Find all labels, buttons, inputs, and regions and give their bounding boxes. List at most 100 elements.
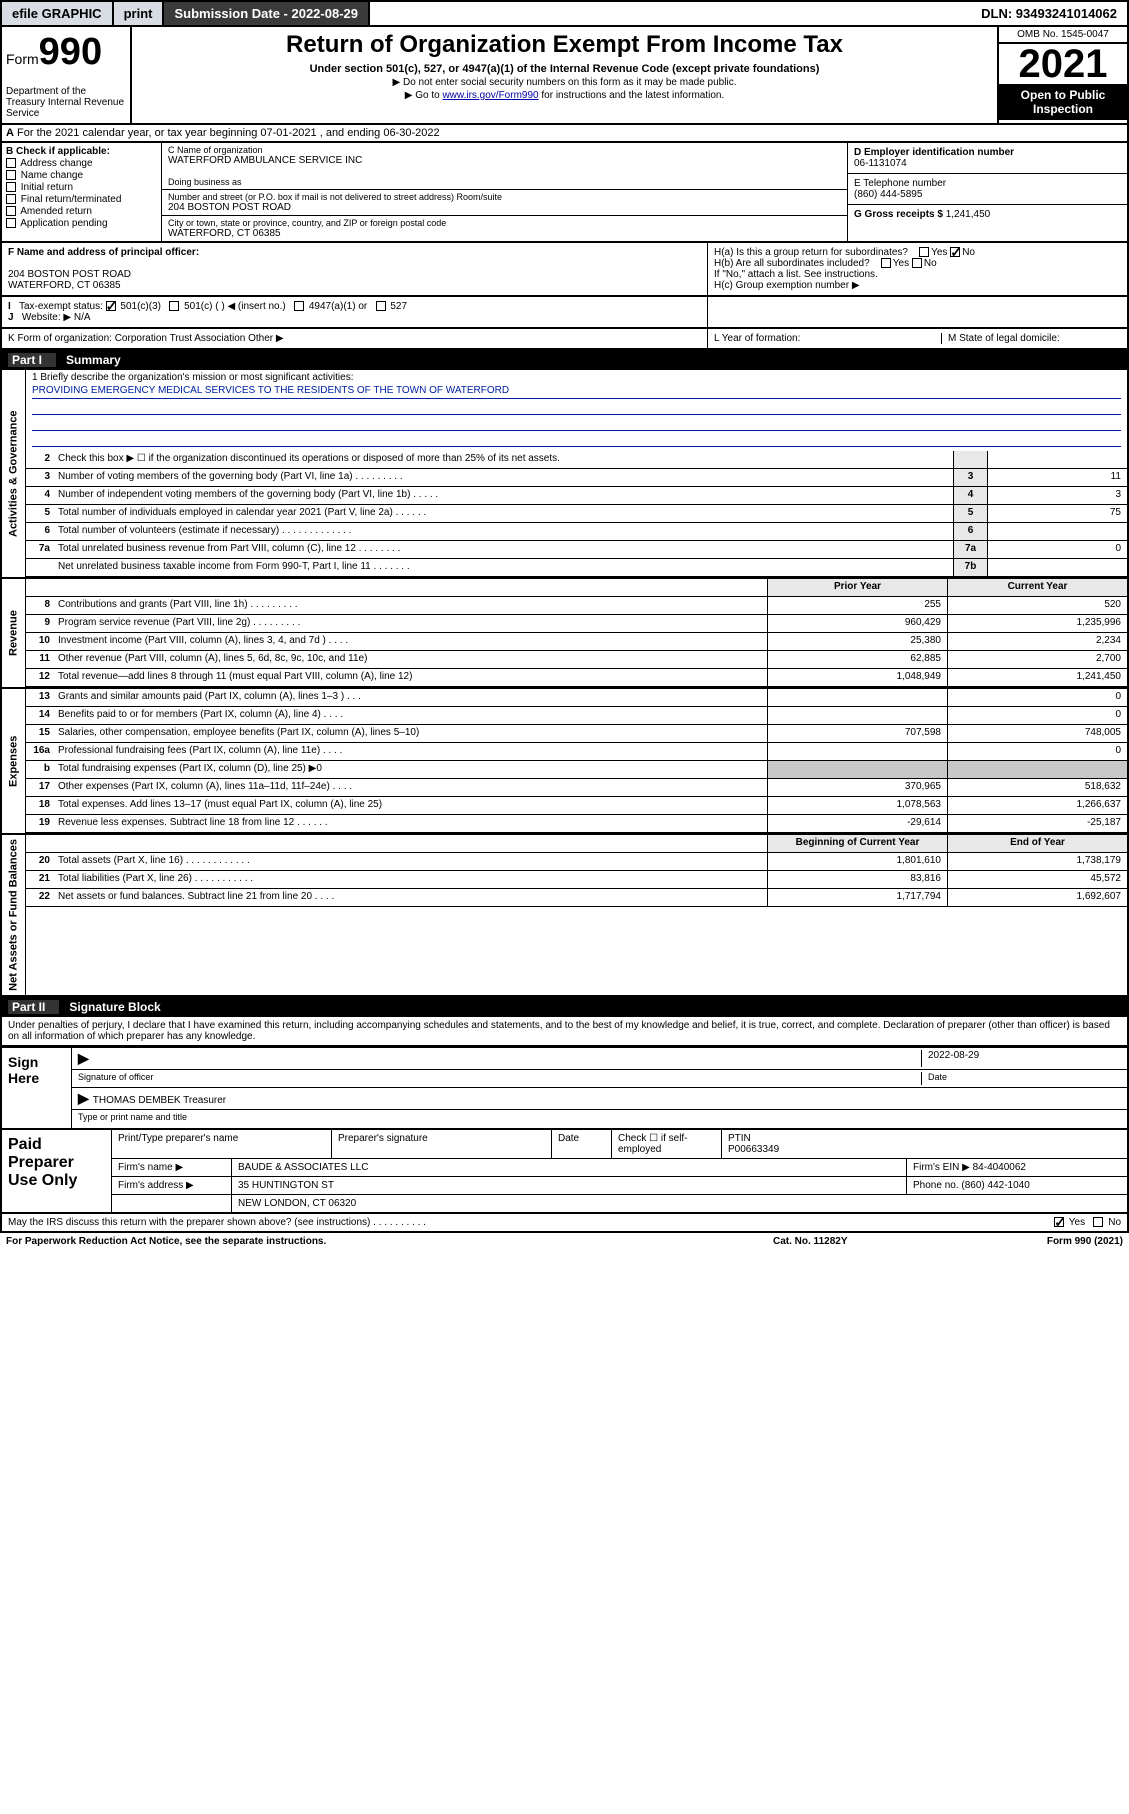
vlabel-revenue: Revenue — [2, 579, 26, 687]
print-button[interactable]: print — [114, 2, 165, 25]
vlabel-net-assets: Net Assets or Fund Balances — [2, 835, 26, 995]
sign-here-block: Sign Here ▶ 2022-08-29 Signature of offi… — [0, 1047, 1129, 1130]
hc-label: H(c) Group exemption number ▶ — [714, 280, 1121, 291]
data-line: 22Net assets or fund balances. Subtract … — [26, 889, 1127, 907]
form-header: Form990 Department of the Treasury Inter… — [0, 27, 1129, 125]
col-c-org-info: C Name of organization WATERFORD AMBULAN… — [162, 143, 847, 241]
data-line: 10Investment income (Part VIII, column (… — [26, 633, 1127, 651]
ein-value: 06-1131074 — [854, 158, 907, 169]
prep-h2: Preparer's signature — [332, 1130, 552, 1158]
paid-preparer-label: Paid Preparer Use Only — [2, 1130, 112, 1212]
officer-name: THOMAS DEMBEK Treasurer — [93, 1095, 226, 1106]
hb-label: H(b) Are all subordinates included? — [714, 258, 870, 269]
prep-h1: Print/Type preparer's name — [112, 1130, 332, 1158]
gov-line: 6Total number of volunteers (estimate if… — [26, 523, 1127, 541]
data-line: bTotal fundraising expenses (Part IX, co… — [26, 761, 1127, 779]
section-expenses: Expenses 13Grants and similar amounts pa… — [0, 689, 1129, 835]
city-label: City or town, state or province, country… — [168, 218, 841, 228]
org-street: 204 BOSTON POST ROAD — [168, 202, 841, 213]
state-domicile: M State of legal domicile: — [941, 333, 1121, 344]
form-footer: Form 990 (2021) — [973, 1236, 1123, 1247]
year-formation: L Year of formation: — [714, 333, 941, 344]
data-line: 14Benefits paid to or for members (Part … — [26, 707, 1127, 725]
data-line: 20Total assets (Part X, line 16) . . . .… — [26, 853, 1127, 871]
block-bcde: B Check if applicable: Address change Na… — [0, 143, 1129, 243]
gov-line: 4Number of independent voting members of… — [26, 487, 1127, 505]
row-a-tax-year: A For the 2021 calendar year, or tax yea… — [0, 125, 1129, 143]
officer-label: F Name and address of principal officer: — [8, 247, 199, 258]
row-klm: K Form of organization: Corporation Trus… — [0, 329, 1129, 350]
net-col-header: Beginning of Current Year End of Year — [26, 835, 1127, 853]
prep-h3: Date — [552, 1130, 612, 1158]
data-line: 13Grants and similar amounts paid (Part … — [26, 689, 1127, 707]
ptin-value: P00663349 — [728, 1144, 779, 1155]
data-line: 19Revenue less expenses. Subtract line 1… — [26, 815, 1127, 833]
data-line: 15Salaries, other compensation, employee… — [26, 725, 1127, 743]
cat-no: Cat. No. 11282Y — [773, 1236, 973, 1247]
efile-button[interactable]: efile GRAPHIC — [2, 2, 114, 25]
open-inspection: Open to Public Inspection — [999, 84, 1127, 120]
sign-date: 2022-08-29 — [921, 1050, 1121, 1067]
col-de: D Employer identification number 06-1131… — [847, 143, 1127, 241]
sign-here-label: Sign Here — [2, 1048, 72, 1128]
ha-label: H(a) Is this a group return for subordin… — [714, 247, 908, 258]
form-note-1: ▶ Do not enter social security numbers o… — [140, 77, 989, 88]
gross-value: 1,241,450 — [946, 209, 991, 220]
form-of-org: K Form of organization: Corporation Trus… — [2, 329, 707, 348]
gov-line: 7aTotal unrelated business revenue from … — [26, 541, 1127, 559]
tel-value: (860) 444-5895 — [854, 189, 922, 200]
officer-addr2: WATERFORD, CT 06385 — [8, 280, 121, 291]
irs-link[interactable]: www.irs.gov/Form990 — [442, 90, 538, 101]
submission-date: Submission Date - 2022-08-29 — [164, 2, 370, 25]
vlabel-governance: Activities & Governance — [2, 370, 26, 577]
org-name-label: C Name of organization — [168, 145, 841, 155]
data-line: 18Total expenses. Add lines 13–17 (must … — [26, 797, 1127, 815]
section-net-assets: Net Assets or Fund Balances Beginning of… — [0, 835, 1129, 997]
data-line: 21Total liabilities (Part X, line 26) . … — [26, 871, 1127, 889]
dln: DLN: 93493241014062 — [971, 2, 1127, 25]
topbar: efile GRAPHIC print Submission Date - 20… — [0, 0, 1129, 27]
website: Website: ▶ N/A — [22, 312, 91, 323]
data-line: 16aProfessional fundraising fees (Part I… — [26, 743, 1127, 761]
firm-name-label: Firm's name ▶ — [112, 1159, 232, 1176]
section-revenue: Revenue Prior Year Current Year 8Contrib… — [0, 579, 1129, 689]
sig-officer-label: Signature of officer — [78, 1072, 921, 1085]
org-city: WATERFORD, CT 06385 — [168, 228, 841, 239]
tax-year: 2021 — [999, 44, 1127, 84]
addr-label: Number and street (or P.O. box if mail i… — [168, 192, 841, 202]
form-title: Return of Organization Exempt From Incom… — [140, 31, 989, 59]
pra-notice: For Paperwork Reduction Act Notice, see … — [6, 1236, 773, 1247]
gov-line: Net unrelated business taxable income fr… — [26, 559, 1127, 577]
prep-h4: Check ☐ if self-employed — [612, 1130, 722, 1158]
firm-addr2: NEW LONDON, CT 06320 — [232, 1195, 1127, 1212]
section-governance: Activities & Governance 1 Briefly descri… — [0, 370, 1129, 579]
row-ij: I Tax-exempt status: 501(c)(3) 501(c) ( … — [0, 297, 1129, 329]
org-name: WATERFORD AMBULANCE SERVICE INC — [168, 155, 841, 166]
dba-label: Doing business as — [168, 177, 841, 187]
department: Department of the Treasury Internal Reve… — [6, 86, 126, 119]
firm-ein: 84-4040062 — [973, 1162, 1026, 1173]
data-line: 11Other revenue (Part VIII, column (A), … — [26, 651, 1127, 669]
form-note-2: ▶ Go to www.irs.gov/Form990 for instruct… — [140, 90, 989, 101]
penalties-text: Under penalties of perjury, I declare th… — [0, 1017, 1129, 1047]
gov-line: 3Number of voting members of the governi… — [26, 469, 1127, 487]
form-number: Form990 — [6, 31, 126, 74]
gross-label: G Gross receipts $ — [854, 209, 943, 220]
col-b-checkboxes: B Check if applicable: Address change Na… — [2, 143, 162, 241]
mission-block: 1 Briefly describe the organization's mi… — [26, 370, 1127, 451]
part-2-header: Part II Signature Block — [0, 997, 1129, 1017]
vlabel-expenses: Expenses — [2, 689, 26, 833]
data-line: 9Program service revenue (Part VIII, lin… — [26, 615, 1127, 633]
data-line: 8Contributions and grants (Part VIII, li… — [26, 597, 1127, 615]
officer-addr1: 204 BOSTON POST ROAD — [8, 269, 131, 280]
may-discuss-row: May the IRS discuss this return with the… — [0, 1214, 1129, 1233]
gov-line: 5Total number of individuals employed in… — [26, 505, 1127, 523]
gov-line: 2Check this box ▶ ☐ if the organization … — [26, 451, 1127, 469]
sig-date-label: Date — [921, 1072, 1121, 1085]
officer-name-label: Type or print name and title — [78, 1112, 1121, 1126]
hb-note: If "No," attach a list. See instructions… — [714, 269, 1121, 280]
data-line: 12Total revenue—add lines 8 through 11 (… — [26, 669, 1127, 687]
firm-addr-label: Firm's address ▶ — [112, 1177, 232, 1194]
row-fh: F Name and address of principal officer:… — [0, 243, 1129, 297]
form-subtitle: Under section 501(c), 527, or 4947(a)(1)… — [140, 63, 989, 75]
